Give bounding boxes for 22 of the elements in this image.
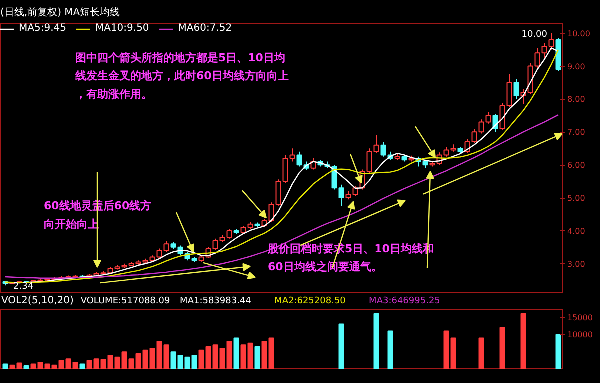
text: MA2:625208.50 bbox=[274, 296, 346, 306]
y-tick-label: 5.00 bbox=[568, 194, 586, 204]
text: MA1:583983.44 bbox=[180, 296, 252, 306]
chart-title: VOL2(5,10,20) bbox=[1, 296, 74, 306]
text: VOLUME:517088.09 bbox=[80, 296, 170, 306]
legend-label: MA10:9.50 bbox=[95, 23, 150, 34]
annotation: 10.00 bbox=[522, 30, 548, 40]
y-tick-label: 10000 bbox=[568, 330, 593, 340]
y-tick-label: 3.00 bbox=[568, 260, 586, 269]
y-tick-label: 7.00 bbox=[568, 128, 586, 138]
y-tick-label: 10.00 bbox=[568, 29, 590, 38]
text: MA3:646995.25 bbox=[369, 296, 440, 306]
y-tick-label: 9.00 bbox=[568, 62, 586, 72]
annotation: 2.34 bbox=[14, 282, 34, 292]
y-tick-label: 6.00 bbox=[568, 161, 586, 170]
y-tick-label: 15000 bbox=[568, 313, 593, 322]
chart-title: (日线,前复权) MA短长均线 bbox=[0, 6, 120, 18]
y-tick-label: 8.00 bbox=[568, 95, 586, 104]
legend-label: MA60:7.52 bbox=[178, 23, 232, 34]
legend-label: MA5:9.45 bbox=[19, 23, 66, 34]
y-tick-label: 4.00 bbox=[568, 226, 586, 236]
annotation: 图中四个箭头所指的地方都是5日、10日均线发生金叉的地方，此时60日均线方向向上，有助涨作用。 bbox=[74, 51, 289, 101]
